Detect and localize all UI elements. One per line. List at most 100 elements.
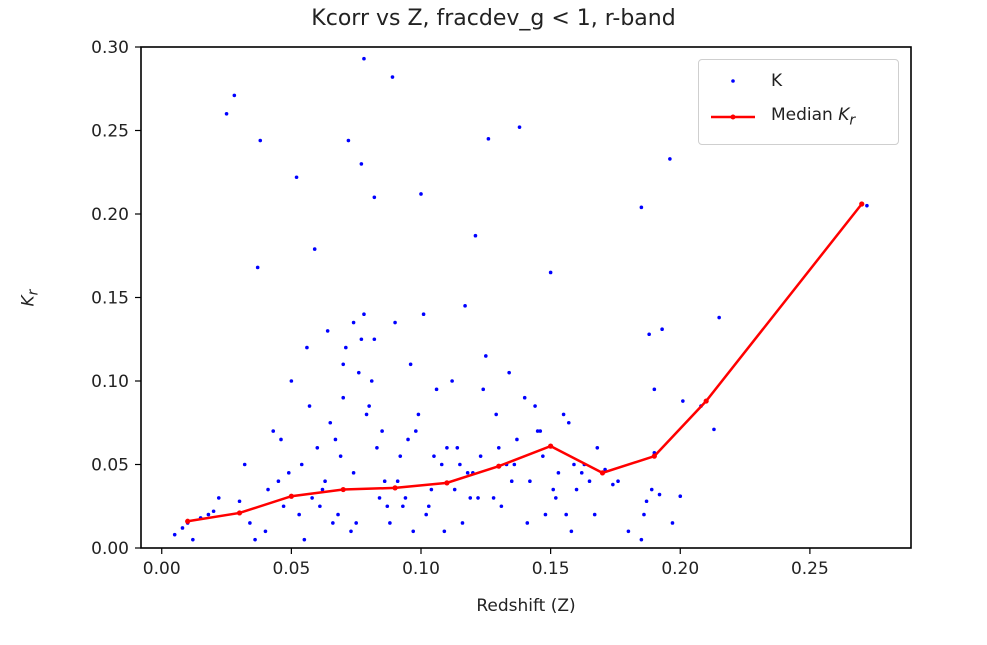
scatter-point — [478, 454, 483, 458]
scatter-point — [351, 471, 356, 475]
scatter-point — [328, 420, 333, 425]
y-tick-label: 0.10 — [91, 372, 129, 392]
legend-label-median: Median Kr — [771, 105, 856, 129]
x-tick-label: 0.10 — [402, 559, 440, 579]
scatter-point — [421, 312, 426, 317]
median-point — [548, 443, 554, 449]
scatter-point — [442, 529, 447, 534]
scatter-point — [463, 304, 467, 308]
scatter-point — [323, 479, 327, 484]
scatter-point — [712, 427, 716, 432]
scatter-point — [286, 471, 291, 475]
scatter-point — [372, 337, 377, 342]
scatter-point — [626, 529, 631, 534]
scatter-point — [341, 395, 346, 400]
scatter-point — [639, 205, 644, 210]
scatter-point — [517, 125, 522, 129]
y-tick-label: 0.25 — [91, 122, 129, 142]
scatter-point — [331, 521, 335, 525]
scatter-point — [380, 429, 384, 433]
scatter-point — [564, 512, 568, 517]
scatter-point — [678, 494, 683, 499]
scatter-point — [499, 504, 504, 509]
scatter-point — [351, 320, 356, 325]
scatter-point — [603, 467, 607, 472]
median-line — [187, 203, 863, 523]
scatter-point — [388, 521, 392, 525]
scatter-point — [395, 479, 400, 484]
scatter-point — [473, 233, 478, 238]
scatter-point — [452, 487, 457, 492]
scatter-point — [289, 379, 294, 383]
scatter-point — [528, 479, 532, 484]
x-tick-label: 0.25 — [791, 559, 829, 579]
scatter-point — [416, 412, 421, 417]
scatter-point — [484, 354, 488, 358]
scatter-point — [424, 512, 428, 517]
scatter-point — [341, 362, 346, 367]
scatter-point — [522, 395, 527, 400]
scatter-point — [338, 454, 343, 458]
scatter-point — [362, 312, 366, 317]
median-point — [703, 398, 709, 404]
scatter-point — [460, 521, 465, 525]
scatter-point — [660, 327, 664, 332]
scatter-point — [414, 429, 418, 433]
scatter-point — [336, 512, 340, 517]
scatter-point — [312, 247, 317, 251]
median-point — [392, 485, 398, 491]
scatter-point — [509, 479, 514, 484]
scatter-point — [611, 482, 615, 487]
scatter-point — [512, 462, 517, 467]
scatter-point — [356, 370, 361, 375]
scatter-point — [429, 487, 434, 492]
scatter-point — [717, 315, 721, 320]
scatter-point — [865, 203, 869, 208]
scatter-point — [491, 496, 496, 500]
scatter-point — [253, 537, 257, 542]
scatter-point — [543, 512, 548, 517]
scatter-point — [369, 379, 374, 383]
y-tick-label: 0.00 — [91, 539, 129, 559]
scatter-point — [556, 471, 561, 475]
scatter-point — [206, 512, 211, 517]
scatter-point — [333, 437, 338, 442]
chart-title: Kcorr vs Z, fracdev_g < 1, r-band — [311, 6, 676, 31]
scatter-point — [349, 529, 353, 534]
scatter-point — [232, 93, 237, 98]
scatter-point — [476, 496, 480, 500]
scatter-point — [362, 56, 366, 61]
scatter-point — [535, 429, 540, 433]
scatter-point — [642, 512, 646, 517]
scatter-point — [439, 462, 444, 467]
scatter-point — [465, 471, 470, 475]
x-axis-label: Redshift (Z) — [476, 596, 576, 616]
scatter-point — [496, 446, 501, 450]
scatter-point — [486, 137, 491, 141]
scatter-point — [569, 529, 574, 534]
scatter-point — [279, 437, 283, 442]
scatter-point — [458, 462, 462, 467]
scatter-point — [574, 487, 579, 492]
scatter-point — [566, 420, 571, 425]
scatter-point — [647, 332, 651, 337]
scatter-point — [592, 512, 597, 517]
scatter-point — [450, 379, 454, 383]
scatter-point — [354, 521, 358, 525]
scatter-point — [494, 412, 498, 417]
median-point — [185, 518, 191, 524]
scatter-point — [255, 265, 260, 270]
scatter-point — [538, 429, 543, 433]
plot-area — [172, 56, 869, 542]
y-tick-label: 0.05 — [91, 456, 129, 476]
scatter-point — [670, 521, 675, 525]
scatter-point — [271, 429, 276, 433]
scatter-point — [310, 496, 314, 500]
scatter-point — [237, 499, 242, 504]
scatter-point — [419, 192, 423, 196]
y-tick-label: 0.30 — [91, 38, 129, 58]
scatter-point — [445, 446, 449, 450]
scatter-point — [616, 479, 620, 484]
scatter-point — [401, 504, 405, 509]
